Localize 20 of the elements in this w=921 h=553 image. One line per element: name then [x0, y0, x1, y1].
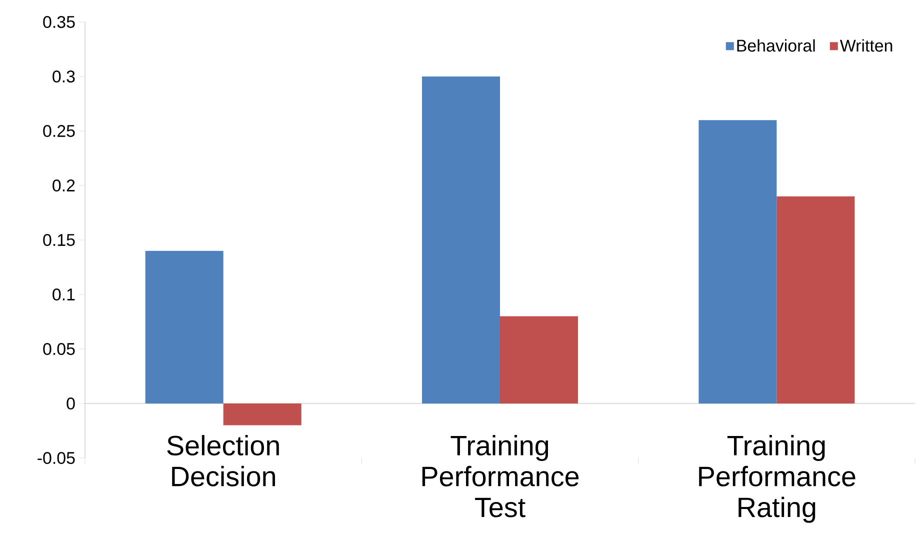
- legend-label: Written: [840, 39, 892, 52]
- y-tick-label: 0.15: [43, 234, 75, 246]
- x-tick-label: Training Performance Rating: [699, 435, 856, 523]
- y-tick-label: 0.25: [43, 125, 75, 137]
- y-tick-label: 0.05: [43, 343, 75, 355]
- y-tick-label: -0.05: [38, 452, 75, 464]
- y-tick-label: 0: [66, 398, 75, 410]
- y-tick-label: 0.1: [52, 288, 75, 300]
- bar: [422, 76, 500, 404]
- y-tick-label: 0.2: [52, 180, 75, 192]
- bar: [223, 404, 302, 426]
- bar: [145, 250, 224, 404]
- x-tick-label: Training Performance Test: [422, 435, 579, 518]
- x-tick-label: Selection Decision: [167, 435, 279, 486]
- y-tick-label: 0.3: [52, 70, 75, 82]
- bar: [776, 196, 855, 404]
- bar: [500, 316, 578, 404]
- bar: [698, 120, 777, 404]
- legend-label: Behavioral: [737, 39, 815, 52]
- y-tick-label: 0.35: [43, 16, 75, 28]
